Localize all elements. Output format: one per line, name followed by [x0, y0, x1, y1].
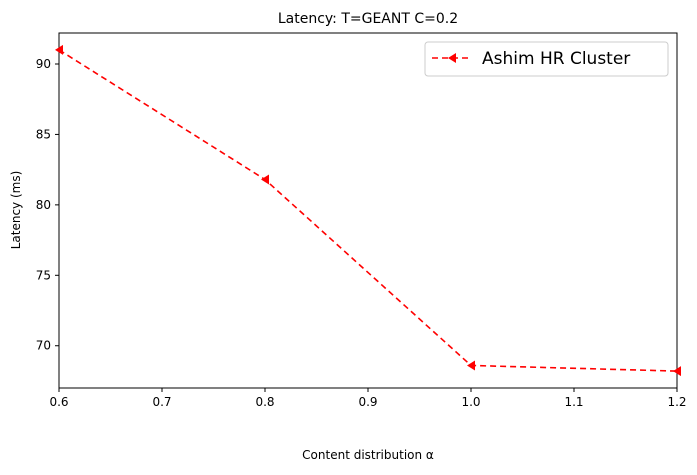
x-tick-label: 0.9	[358, 395, 377, 409]
x-axis-label: Content distribution α	[302, 448, 434, 462]
data-point-marker	[467, 360, 475, 371]
chart-legend: Ashim HR Cluster	[424, 41, 669, 77]
chart-title: Latency: T=GEANT C=0.2	[278, 11, 458, 27]
y-axis-label: Latency (ms)	[9, 171, 23, 250]
series-line-ashim-hr-cluster	[58, 49, 678, 372]
y-tick-label: 80	[36, 198, 51, 212]
data-point-marker	[673, 366, 681, 377]
x-tick-label: 0.6	[49, 395, 68, 409]
y-tick-label: 75	[36, 268, 51, 282]
legend-box	[424, 41, 669, 77]
data-point-marker	[55, 44, 63, 55]
data-point-marker	[261, 174, 269, 185]
x-tick-label: 1.1	[564, 395, 583, 409]
legend-marker-sample	[448, 53, 456, 63]
series-layer	[55, 44, 681, 377]
y-tick-label: 70	[36, 339, 51, 353]
y-tick-label: 90	[36, 57, 51, 71]
y-axis-ticks: 70 75 80 85 90	[36, 57, 59, 353]
x-tick-label: 1.2	[667, 395, 686, 409]
y-tick-label: 85	[36, 127, 51, 141]
plot-area-frame	[58, 32, 678, 389]
x-tick-label: 0.8	[255, 395, 274, 409]
x-axis-ticks: 0.6 0.7 0.8 0.9 1.0 1.1 1.2	[49, 388, 687, 409]
x-tick-label: 0.7	[152, 395, 171, 409]
x-tick-label: 1.0	[461, 395, 480, 409]
legend-label: Ashim HR Cluster	[482, 49, 630, 69]
